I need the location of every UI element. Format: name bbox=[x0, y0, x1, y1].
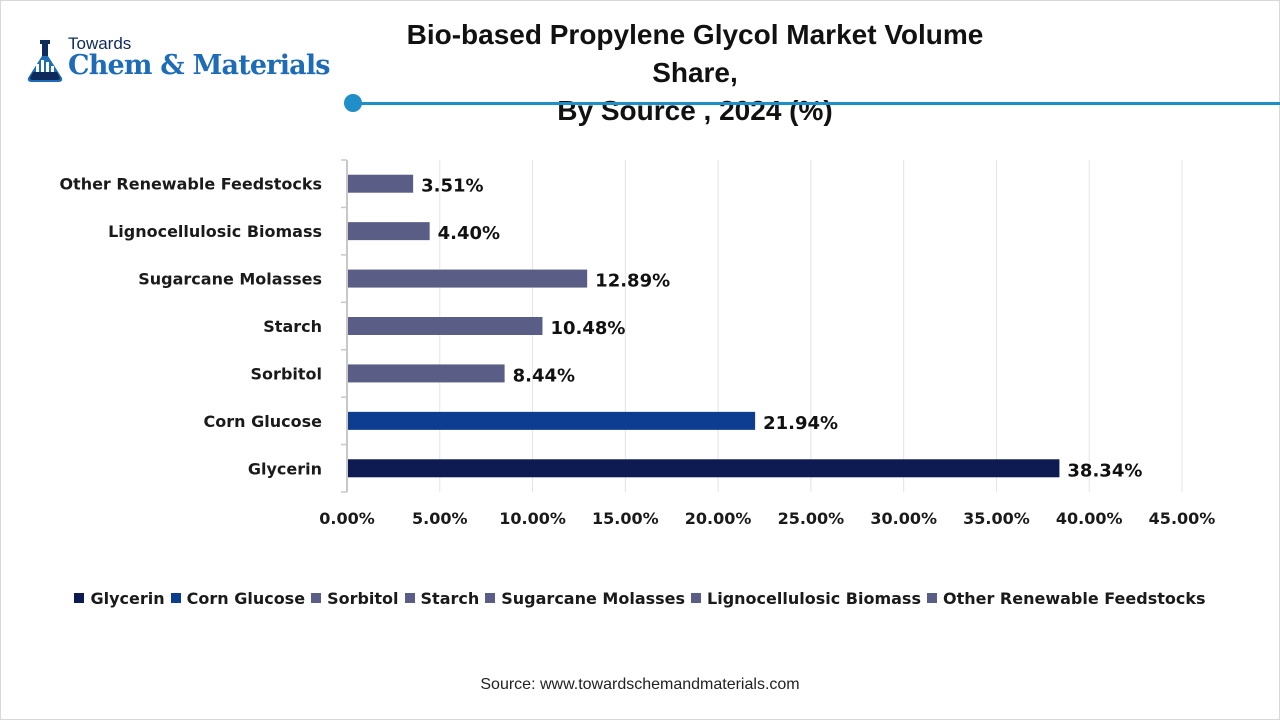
legend-label: Other Renewable Feedstocks bbox=[942, 589, 1206, 608]
legend-swatch bbox=[74, 593, 85, 603]
chart-title-line-1: Bio-based Propylene Glycol Market Volume… bbox=[406, 19, 984, 88]
x-tick-label: 40.00% bbox=[1056, 509, 1123, 528]
bar bbox=[348, 269, 588, 288]
legend-label: Corn Glucose bbox=[186, 589, 306, 608]
category-label: Glycerin bbox=[248, 459, 322, 478]
category-label: Lignocellulosic Biomass bbox=[108, 222, 322, 241]
title-divider bbox=[354, 102, 1280, 105]
bar bbox=[348, 364, 505, 383]
data-label: 4.40% bbox=[438, 223, 500, 244]
legend-item: Corn Glucose bbox=[170, 589, 306, 608]
legend-swatch bbox=[926, 593, 937, 603]
data-label: 8.44% bbox=[513, 365, 575, 386]
bar bbox=[348, 411, 756, 430]
data-label: 3.51% bbox=[421, 176, 483, 197]
category-label: Starch bbox=[263, 317, 322, 336]
category-label: Sorbitol bbox=[251, 364, 322, 383]
legend-item: Lignocellulosic Biomass bbox=[691, 589, 921, 608]
chart-title-line-2: By Source , 2024 (%) bbox=[557, 95, 833, 126]
data-label: 38.34% bbox=[1067, 460, 1142, 481]
legend-item: Other Renewable Feedstocks bbox=[926, 589, 1206, 608]
flask-lab-icon bbox=[27, 40, 63, 82]
x-tick-label: 45.00% bbox=[1149, 509, 1216, 528]
source-note: Source: www.towardschemandmaterials.com bbox=[480, 676, 800, 693]
logo-text-main: Chem & Materials bbox=[68, 50, 331, 81]
legend-item: Sorbitol bbox=[311, 589, 399, 608]
legend-swatch bbox=[311, 593, 322, 603]
legend-swatch bbox=[170, 593, 181, 603]
data-label: 21.94% bbox=[763, 413, 838, 434]
divider-dot bbox=[344, 94, 362, 112]
legend-swatch bbox=[404, 593, 415, 603]
data-label: 10.48% bbox=[550, 318, 625, 339]
x-tick-label: 25.00% bbox=[778, 509, 845, 528]
category-label: Corn Glucose bbox=[204, 412, 323, 431]
legend-item: Starch bbox=[404, 589, 480, 608]
category-label: Other Renewable Feedstocks bbox=[59, 175, 322, 194]
x-tick-label: 20.00% bbox=[685, 509, 752, 528]
brand-logo: Towards Chem & Materials bbox=[22, 34, 342, 94]
bar bbox=[348, 222, 430, 241]
legend-label: Lignocellulosic Biomass bbox=[707, 589, 921, 608]
category-label: Sugarcane Molasses bbox=[138, 270, 322, 289]
legend-item: Sugarcane Molasses bbox=[485, 589, 685, 608]
x-tick-label: 35.00% bbox=[963, 509, 1030, 528]
x-tick-label: 5.00% bbox=[412, 509, 468, 528]
chart-title: Bio-based Propylene Glycol Market Volume… bbox=[360, 16, 1030, 130]
legend-label: Sorbitol bbox=[327, 589, 399, 608]
legend-swatch bbox=[485, 593, 496, 603]
chart-legend: Glycerin Corn Glucose Sorbitol Starch Sugarc… bbox=[0, 589, 1280, 608]
x-tick-label: 10.00% bbox=[499, 509, 566, 528]
bar bbox=[348, 174, 414, 193]
data-label: 12.89% bbox=[595, 271, 670, 292]
legend-label: Starch bbox=[420, 589, 480, 608]
x-tick-label: 15.00% bbox=[592, 509, 659, 528]
legend-item: Glycerin bbox=[74, 589, 165, 608]
bar bbox=[348, 459, 1060, 478]
logo-text-top: Towards bbox=[68, 34, 132, 53]
x-tick-label: 30.00% bbox=[870, 509, 937, 528]
legend-label: Glycerin bbox=[90, 589, 165, 608]
legend-swatch bbox=[691, 593, 702, 603]
bar bbox=[348, 317, 543, 335]
legend-label: Sugarcane Molasses bbox=[501, 589, 686, 608]
x-tick-label: 0.00% bbox=[319, 509, 375, 528]
